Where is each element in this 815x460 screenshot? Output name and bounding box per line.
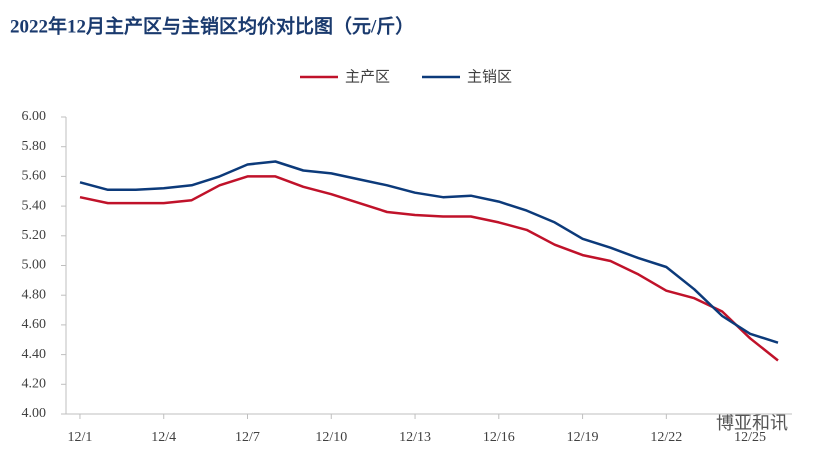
series-line bbox=[79, 160, 779, 344]
legend-label: 主产区 bbox=[345, 68, 390, 86]
x-tick-label: 12/19 bbox=[567, 430, 599, 445]
y-tick-label: 4.00 bbox=[22, 406, 47, 421]
y-tick-label: 5.40 bbox=[22, 198, 47, 213]
x-tick-label: 12/22 bbox=[650, 430, 682, 445]
y-tick-label: 4.80 bbox=[22, 287, 47, 302]
x-tick-label: 12/10 bbox=[315, 430, 347, 445]
x-tick-label: 12/1 bbox=[68, 430, 93, 445]
y-tick-label: 4.20 bbox=[22, 377, 47, 392]
y-tick-label: 4.60 bbox=[22, 317, 47, 332]
y-tick-label: 6.00 bbox=[22, 109, 47, 124]
x-tick-label: 12/4 bbox=[151, 430, 176, 445]
legend-label: 主销区 bbox=[467, 68, 512, 86]
y-tick-label: 5.00 bbox=[22, 258, 47, 273]
x-tick-label: 12/25 bbox=[734, 430, 766, 445]
watermark: 博亚和讯 bbox=[716, 413, 788, 434]
y-tick-label: 5.20 bbox=[22, 228, 47, 243]
y-tick-label: 5.60 bbox=[22, 169, 47, 184]
x-tick-label: 12/13 bbox=[399, 430, 431, 445]
y-tick-label: 4.40 bbox=[22, 347, 47, 362]
x-tick-label: 12/7 bbox=[235, 430, 260, 445]
x-tick-label: 12/16 bbox=[483, 430, 515, 445]
series-line bbox=[79, 175, 779, 362]
y-tick-label: 5.80 bbox=[22, 139, 47, 154]
chart-title: 2022年12月主产区与主销区均价对比图（元/斤） bbox=[10, 14, 414, 37]
